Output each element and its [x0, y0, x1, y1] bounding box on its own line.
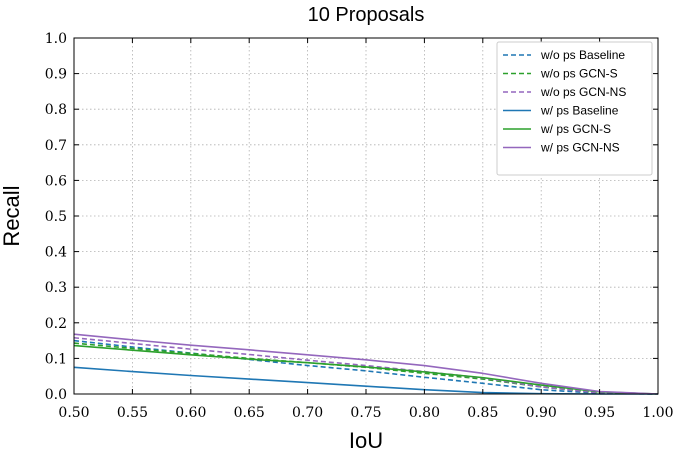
y-tick-label: 0.6	[45, 173, 67, 189]
x-tick-label: 0.50	[58, 405, 89, 421]
y-tick-label: 0.4	[45, 245, 67, 261]
y-tick-label: 0.8	[45, 102, 67, 118]
x-tick-label: 0.95	[584, 405, 615, 421]
x-tick-label: 0.75	[350, 405, 381, 421]
legend: w/o ps Baseline w/o ps GCN-S w/o ps GCN-NS…	[496, 41, 653, 176]
x-tick-label: 0.65	[234, 405, 265, 421]
legend-label: w/o ps GCN-S	[540, 67, 618, 81]
y-tick-label: 0.0	[45, 387, 67, 403]
y-tick-label: 0.5	[45, 209, 67, 225]
x-tick-label: 1.00	[642, 405, 673, 421]
y-tick-label: 0.3	[45, 280, 67, 296]
grid	[73, 37, 659, 395]
y-tick-label: 0.2	[45, 316, 67, 332]
x-tick-label: 0.55	[117, 405, 148, 421]
legend-label: w/o ps Baseline	[540, 48, 625, 62]
legend-label: w/ ps GCN-NS	[540, 141, 620, 155]
chart-title: 10 Proposals	[308, 4, 425, 26]
axis-ticks: 0.50 0.55 0.60 0.65 0.70 0.75 0.80 0.85 0.90 0.95…	[45, 31, 674, 421]
series-line-3	[73, 336, 659, 395]
y-tick-label: 0.7	[45, 138, 67, 154]
x-tick-label: 0.70	[292, 405, 323, 421]
x-tick-label: 0.90	[526, 405, 557, 421]
x-tick-label: 0.60	[175, 405, 206, 421]
legend-label: w/ ps Baseline	[540, 104, 619, 118]
y-tick-label: 0.1	[45, 351, 67, 367]
y-axis-label: Recall	[0, 185, 24, 246]
series-line-6	[73, 333, 659, 395]
y-tick-label: 0.9	[45, 67, 67, 83]
legend-label: w/ ps GCN-S	[540, 122, 611, 136]
y-tick-label: 1.0	[45, 31, 67, 47]
legend-box	[496, 41, 653, 176]
legend-label: w/o ps GCN-NS	[540, 85, 626, 99]
x-tick-label: 0.85	[467, 405, 498, 421]
series-line-5	[73, 344, 659, 395]
x-tick-label: 0.80	[409, 405, 440, 421]
x-axis-label: IoU	[349, 428, 383, 453]
